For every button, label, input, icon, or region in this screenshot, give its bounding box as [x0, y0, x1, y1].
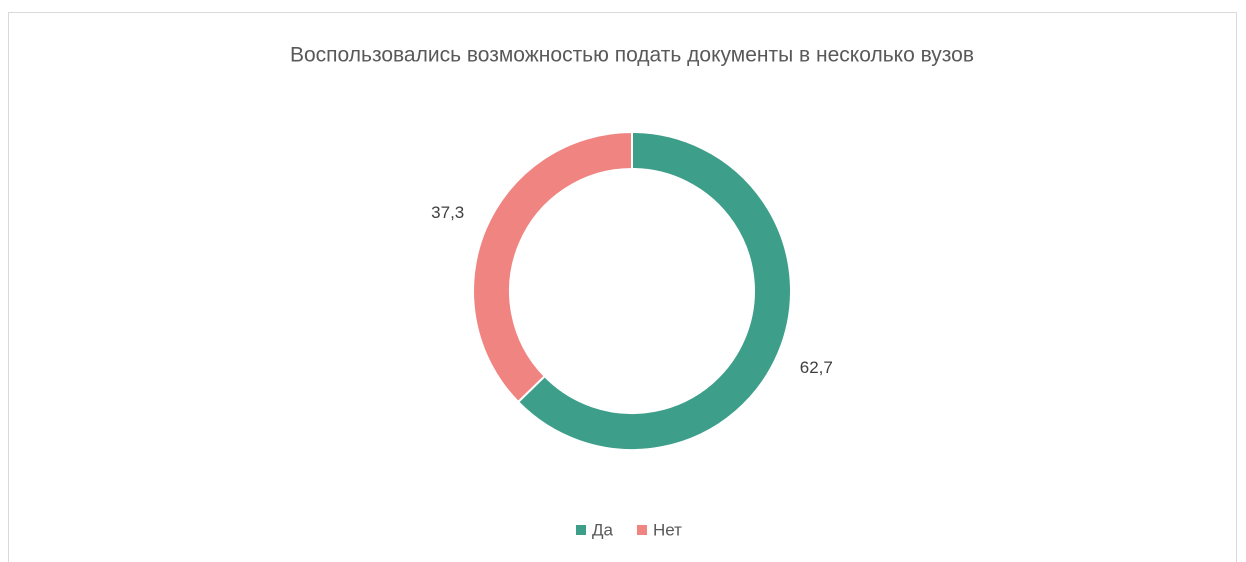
legend-label: Да: [592, 520, 614, 539]
chart-title: Воспользовались возможностью подать доку…: [290, 44, 974, 67]
legend-swatch: [636, 525, 647, 535]
chart-border: [8, 12, 1237, 562]
donut-segment: [472, 130, 633, 404]
data-label: 37,3: [431, 203, 464, 222]
donut-segment: [516, 130, 792, 451]
legend-swatch: [576, 525, 586, 535]
data-label: 62,7: [800, 358, 833, 377]
legend-label: Нет: [653, 520, 682, 539]
